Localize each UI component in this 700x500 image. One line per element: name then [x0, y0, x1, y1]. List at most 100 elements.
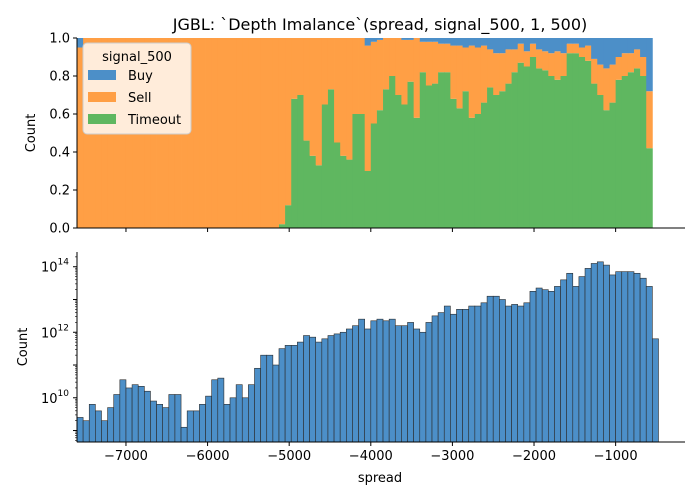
area-segment-timeout — [633, 68, 641, 229]
area-segment-sell — [236, 38, 243, 228]
area-segment-sell — [407, 39, 415, 82]
area-segment-sell — [640, 57, 647, 76]
top-y-axis: 0.0 0.2 0.4 0.6 0.8 1.0 — [49, 32, 78, 237]
histogram-bar — [572, 286, 580, 443]
histogram-bar — [554, 286, 561, 443]
histogram-bar — [633, 272, 641, 443]
area-segment-buy — [627, 38, 635, 54]
area-segment-timeout — [321, 104, 329, 228]
histogram-bar — [437, 312, 445, 443]
area-segment-buy — [499, 38, 506, 54]
area-segment-timeout — [438, 72, 445, 228]
area-segment-timeout — [474, 114, 482, 228]
histogram-bar — [645, 286, 653, 443]
top-y-tick-label: 1.0 — [49, 32, 70, 47]
histogram-bar — [511, 304, 518, 443]
area-segment-sell — [536, 49, 543, 69]
area-segment-buy — [621, 38, 629, 54]
histogram-bar — [241, 397, 249, 443]
histogram-bar — [235, 384, 243, 443]
histogram-bar — [339, 331, 347, 443]
area-segment-timeout — [529, 57, 537, 228]
area-segment-buy — [419, 38, 427, 42]
area-segment-timeout — [493, 95, 500, 228]
histogram-bar — [450, 313, 457, 443]
area-segment-sell — [352, 38, 359, 114]
histogram-bar — [462, 309, 470, 443]
area-segment-sell — [217, 38, 225, 228]
histogram-bar — [376, 318, 384, 443]
legend-label-timeout: Timeout — [127, 113, 181, 128]
histogram-bar — [499, 299, 506, 443]
area-segment-sell — [597, 64, 604, 95]
area-segment-timeout — [346, 159, 353, 228]
legend-box — [82, 42, 192, 135]
area-segment-buy — [468, 38, 476, 46]
histogram-bar — [596, 261, 604, 443]
area-segment-timeout — [517, 62, 525, 229]
histogram-bar — [639, 277, 647, 443]
area-segment-timeout — [646, 148, 653, 228]
area-segment-timeout — [591, 83, 598, 228]
histogram-bar — [621, 271, 629, 443]
legend-swatch-timeout — [88, 114, 116, 124]
area-segment-timeout — [376, 110, 384, 228]
area-segment-timeout — [352, 114, 359, 228]
legend-label-buy: Buy — [128, 69, 153, 84]
area-segment-timeout — [554, 79, 561, 228]
area-segment-sell — [327, 38, 335, 90]
area-segment-sell — [260, 38, 268, 228]
histogram-bar — [156, 404, 163, 443]
area-segment-buy — [493, 38, 500, 54]
histogram-bar — [529, 291, 537, 443]
histogram-bar — [346, 328, 353, 443]
area-segment-timeout — [462, 91, 470, 228]
area-segment-buy — [425, 38, 433, 42]
area-segment-sell — [199, 38, 206, 228]
area-segment-buy — [487, 38, 494, 50]
area-segment-sell — [346, 38, 353, 160]
area-segment-sell — [266, 38, 274, 228]
x-axis-title: spread — [358, 471, 402, 486]
histogram-bar — [535, 287, 543, 443]
histogram-bar — [419, 331, 427, 443]
histogram-bar — [486, 295, 494, 443]
area-segment-sell — [432, 41, 439, 84]
histogram-bar — [480, 302, 488, 443]
area-segment-sell — [585, 45, 592, 61]
area-segment-timeout — [413, 117, 421, 228]
area-segment-buy — [480, 38, 488, 46]
histogram-bar — [260, 354, 268, 443]
area-segment-sell — [315, 38, 323, 166]
area-segment-timeout — [334, 142, 341, 228]
bottom-x-tick-label: −6000 — [186, 449, 230, 464]
histogram-bar — [468, 305, 476, 443]
area-segment-sell — [548, 53, 555, 76]
area-segment-buy — [603, 38, 610, 69]
top-y-tick-label: 0.8 — [49, 70, 70, 85]
area-segment-timeout — [548, 76, 555, 228]
area-segment-sell — [230, 38, 237, 228]
area-segment-sell — [193, 38, 200, 228]
area-segment-sell — [248, 38, 255, 228]
area-segment-timeout — [327, 89, 335, 228]
area-segment-buy — [450, 38, 457, 46]
area-segment-sell — [419, 41, 427, 73]
bottom-y-tick-label: 1012 — [41, 323, 69, 341]
area-segment-timeout — [603, 110, 610, 228]
area-segment-sell — [205, 38, 213, 228]
bottom-x-tick-label: −2000 — [512, 449, 556, 464]
histogram-bar — [180, 426, 188, 443]
bottom-x-tick-label: −5000 — [267, 449, 311, 464]
area-segment-timeout — [425, 85, 433, 228]
histogram-bar — [627, 271, 635, 443]
histogram-bar — [205, 395, 212, 443]
bottom-x-axis: −7000 −6000 −5000 −4000 −3000 −2000 −1000 — [77, 441, 685, 464]
legend-label-sell: Sell — [128, 91, 151, 106]
area-segment-sell — [523, 51, 531, 67]
area-segment-buy — [376, 38, 384, 40]
histogram-bar — [456, 309, 463, 443]
area-segment-buy — [370, 38, 378, 42]
top-x-axis — [77, 227, 685, 232]
